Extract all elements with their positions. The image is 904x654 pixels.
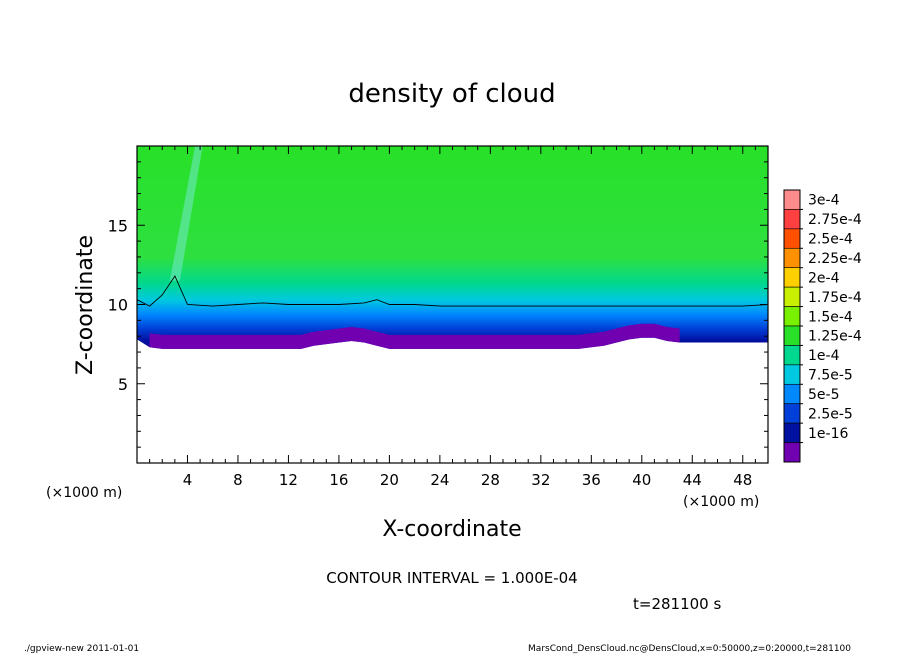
colorbar-swatch: [783, 403, 801, 424]
x-tick-label: 40: [632, 471, 651, 489]
x-tick-label: 32: [531, 471, 550, 489]
colorbar-label: 2.25e-4: [808, 251, 862, 267]
footer-right: MarsCond_DensCloud.nc@DensCloud,x=0:5000…: [528, 644, 851, 654]
colorbar-swatch: [783, 422, 801, 443]
x-tick-label: 36: [582, 471, 601, 489]
colorbar-label: 1e-4: [808, 348, 840, 364]
colorbar-label: 2.5e-5: [808, 406, 853, 422]
y-tick-label: 5: [118, 375, 128, 394]
y-tick-label: 10: [108, 296, 128, 315]
x-tick-label: 16: [329, 471, 348, 489]
x-tick-label: 20: [380, 471, 399, 489]
colorbar: 3e-4 2.75e-4 2.5e-4 2.25e-4 2e-4 1.75e-4 1.5e-…: [783, 189, 862, 463]
plot-field: [137, 146, 768, 349]
cloud-base-band: [149, 323, 680, 349]
colorbar-swatch: [783, 267, 801, 288]
y-axis-label: Z-coordinate: [73, 235, 98, 375]
x-tick-label: 12: [279, 471, 298, 489]
colorbar-swatch: [783, 228, 801, 249]
x-tick-label: 24: [430, 471, 449, 489]
x-tick-label: 48: [733, 471, 752, 489]
colorbar-swatch: [783, 247, 801, 269]
colorbar-swatch: [783, 364, 801, 385]
colorbar-label: 7.5e-5: [808, 368, 853, 384]
colorbar-label: 5e-5: [808, 387, 839, 403]
x-ticks: 4 8 12 16 20 24 28 32 36 40 44 48: [149, 146, 756, 489]
colorbar-swatch: [783, 345, 801, 366]
time-label: t=281100 s: [633, 595, 721, 613]
colorbar-swatch: [783, 189, 801, 210]
footer-left: ./gpview-new 2011-01-01: [24, 644, 139, 654]
x-tick-label: 8: [233, 471, 243, 489]
colorbar-swatch: [783, 286, 801, 307]
x-tick-label: 44: [683, 471, 702, 489]
x-axis-label: X-coordinate: [382, 517, 521, 542]
colorbar-swatch: [783, 383, 801, 405]
colorbar-swatch: [783, 325, 801, 346]
x-unit-label: (×1000 m): [683, 494, 759, 510]
contour-line: [137, 275, 768, 307]
plume-streak: [169, 146, 203, 281]
colorbar-label: 2e-4: [808, 270, 840, 286]
cloud-density-region: [137, 146, 768, 349]
colorbar-label: 1e-16: [808, 426, 848, 442]
y-unit-label: (×1000 m): [46, 485, 122, 501]
x-tick-label: 4: [183, 471, 193, 489]
colorbar-swatch: [783, 209, 801, 230]
y-tick-label: 15: [108, 216, 128, 235]
colorbar-label: 1.25e-4: [808, 329, 862, 345]
colorbar-swatch: [783, 442, 801, 463]
x-tick-label: 28: [481, 471, 500, 489]
colorbar-label: 1.5e-4: [808, 309, 853, 325]
chart-title: density of cloud: [348, 79, 555, 109]
y-ticks: 5 10 15: [108, 161, 768, 448]
colorbar-swatch: [783, 306, 801, 327]
colorbar-label: 1.75e-4: [808, 290, 862, 306]
contour-interval-label: CONTOUR INTERVAL = 1.000E-04: [326, 569, 577, 587]
colorbar-label: 2.5e-4: [808, 232, 853, 248]
colorbar-label: 3e-4: [808, 193, 840, 209]
colorbar-label: 2.75e-4: [808, 212, 862, 228]
